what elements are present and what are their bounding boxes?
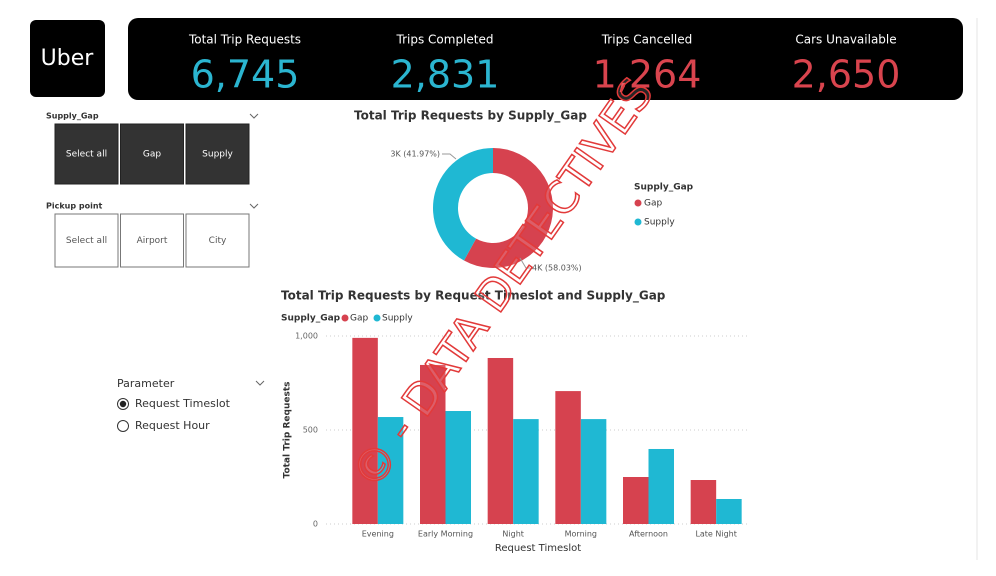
slicer-option: Select all [66, 236, 107, 246]
legend-label: Gap [350, 314, 368, 324]
legend-title: Supply_Gap [634, 183, 694, 193]
y-tick-label: 1,000 [295, 332, 318, 341]
bar [648, 448, 674, 524]
legend-swatch [341, 314, 349, 322]
bar [513, 419, 539, 524]
leader-line [519, 257, 530, 269]
slicer-title: Pickup point [46, 202, 103, 211]
logo: Uber [41, 46, 95, 71]
legend-swatch [634, 199, 642, 207]
slicer-option: Gap [143, 150, 161, 160]
bar [487, 357, 514, 524]
chart-title: Total Trip Requests by Supply_Gap [354, 109, 587, 124]
x-axis-title: Request Timeslot [495, 543, 581, 554]
radio-label: Request Hour [135, 419, 210, 432]
kpi-label: Total Trip Requests [188, 33, 301, 47]
legend-swatch [634, 218, 642, 226]
donut-slice [433, 148, 493, 261]
slicer-button[interactable] [185, 213, 250, 268]
x-tick-label: Late Night [695, 530, 736, 539]
radio[interactable] [117, 420, 129, 432]
legend-swatch [373, 314, 381, 322]
kpi-value: 6,745 [191, 53, 300, 97]
bar [690, 480, 717, 524]
bar [716, 498, 742, 524]
data-label: 3K (41.97%) [390, 150, 440, 159]
bar [555, 391, 581, 524]
y-axis-title: Total Trip Requests [283, 382, 293, 479]
legend-label: Supply [382, 314, 413, 324]
bar [623, 477, 649, 524]
kpi-bar [128, 18, 963, 100]
chart-title: Total Trip Requests by Request Timeslot … [281, 289, 666, 304]
y-tick-label: 500 [303, 426, 318, 435]
radio-label: Request Timeslot [135, 397, 231, 410]
bar [445, 411, 471, 524]
legend-label: Gap [644, 199, 662, 209]
bar [377, 417, 404, 524]
bar [352, 337, 378, 524]
slicer-option: Airport [137, 236, 168, 246]
leader-line [442, 153, 457, 160]
chevron [249, 113, 259, 119]
slicer-button[interactable] [54, 213, 119, 268]
chevron [255, 380, 265, 386]
slicer-button[interactable] [54, 123, 119, 185]
slicer-option: City [209, 236, 227, 246]
logo-box [30, 20, 105, 97]
kpi-value: 2,831 [391, 53, 500, 97]
y-tick-label: 0 [313, 520, 318, 529]
x-tick-label: Night [502, 530, 524, 539]
legend-title: Supply_Gap [281, 314, 341, 324]
legend-label: Supply [644, 218, 675, 228]
x-tick-label: Afternoon [629, 530, 668, 539]
donut-slice [463, 148, 553, 268]
kpi-label: Trips Completed [396, 33, 494, 47]
x-tick-label: Evening [362, 530, 394, 539]
kpi-value: 2,650 [792, 53, 901, 97]
parameter-title: Parameter [117, 377, 175, 390]
bar [580, 419, 607, 524]
slicer-option: Select all [66, 150, 107, 160]
data-label: 4K (58.03%) [532, 264, 582, 273]
slicer-button[interactable] [185, 123, 250, 185]
kpi-label: Cars Unavailable [795, 33, 896, 47]
x-tick-label: Early Morning [418, 530, 473, 539]
slicer-button[interactable] [120, 123, 184, 185]
x-tick-label: Morning [565, 530, 597, 539]
slicer-button[interactable] [120, 213, 184, 268]
slicer-option: Supply [202, 150, 233, 160]
bar [420, 364, 446, 524]
kpi-value: 1,264 [593, 53, 702, 97]
kpi-label: Trips Cancelled [601, 33, 693, 47]
chevron [249, 203, 259, 209]
slicer-title: Supply_Gap [46, 112, 99, 121]
radio-dot [119, 400, 127, 408]
